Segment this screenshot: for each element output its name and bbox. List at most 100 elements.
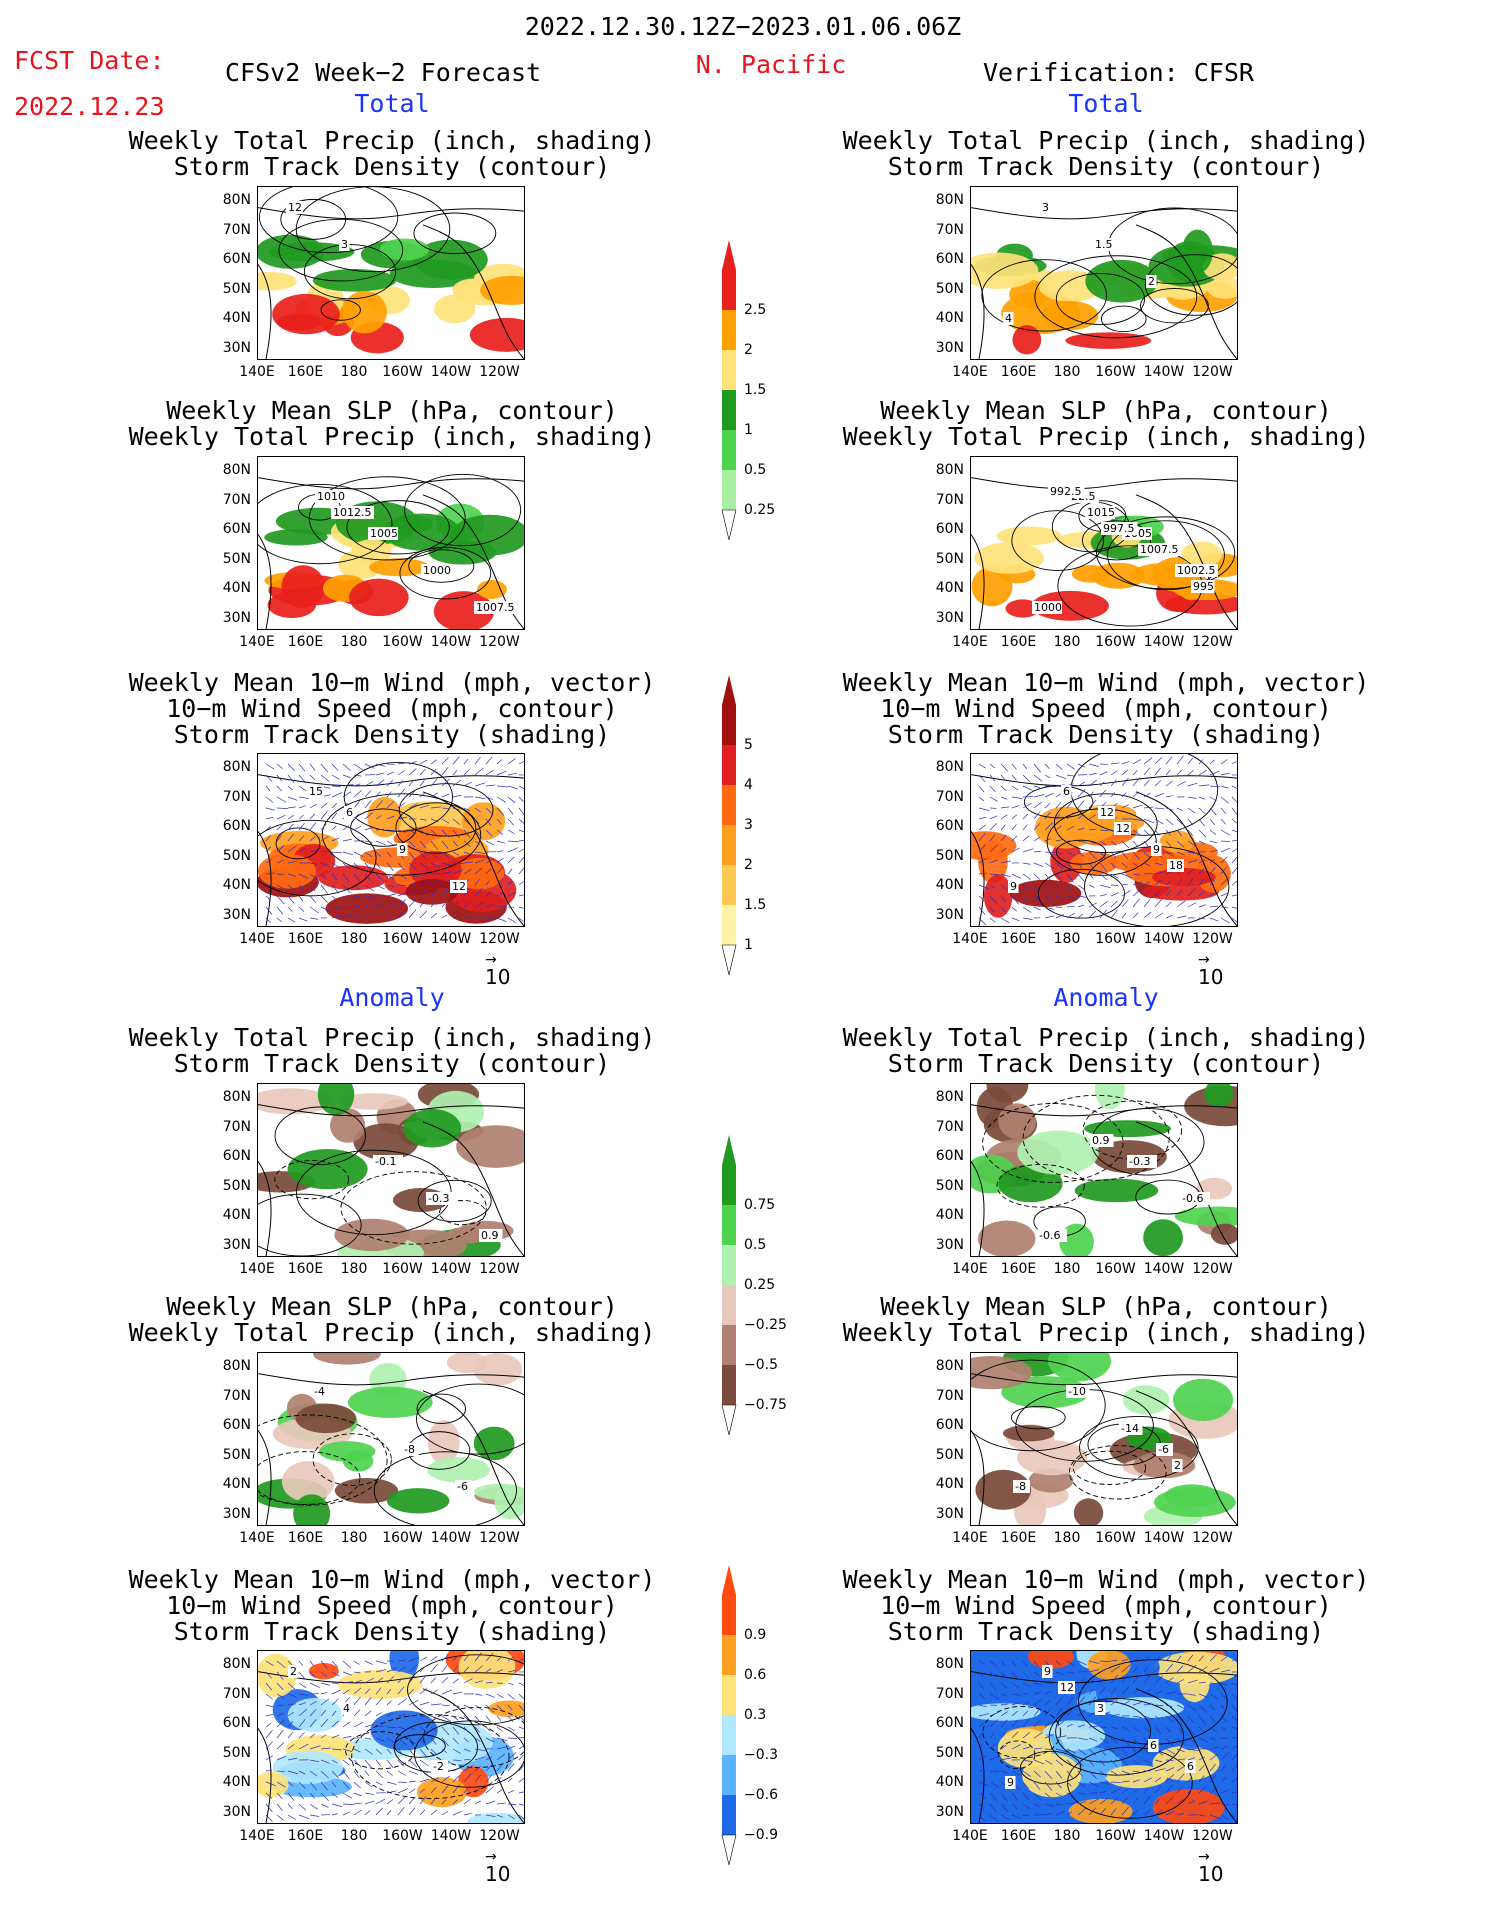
colorbar-tick-label: −0.3 <box>744 1747 778 1763</box>
coastline <box>258 477 524 490</box>
wind-vector <box>342 791 352 798</box>
wind-vector <box>1110 1808 1117 1816</box>
wind-vector <box>1044 1720 1052 1728</box>
lat-tick-label: 80N <box>222 462 251 478</box>
wind-vector <box>1231 1715 1237 1721</box>
lat-tick-label: 70N <box>935 1118 964 1135</box>
colorbar-segment <box>722 865 736 905</box>
contour-label: 3 <box>1097 1702 1104 1715</box>
contour-line <box>1037 868 1125 919</box>
wind-vector <box>1220 893 1227 897</box>
wind-vector <box>265 825 272 831</box>
wind-vector <box>353 1709 361 1717</box>
wind-vector <box>978 1722 985 1728</box>
wind-vector <box>1033 774 1043 782</box>
wind-vector <box>496 1789 503 1794</box>
lat-tick-label: 60N <box>222 1417 251 1433</box>
wind-vector <box>419 768 426 776</box>
wind-vector <box>989 1770 1000 1773</box>
colorbar-tick-label: 1.5 <box>744 897 767 913</box>
wind-vector <box>375 1781 383 1786</box>
wind-vector <box>386 912 392 919</box>
wind-vector <box>978 774 986 783</box>
colorbar-tick-label: 0.5 <box>744 1237 767 1253</box>
colorbar-tick-label: 1 <box>744 422 753 438</box>
wind-vector <box>375 1725 385 1728</box>
coastline <box>422 1121 524 1256</box>
wind-vector <box>265 1671 272 1679</box>
wind-vector <box>474 878 481 886</box>
wind-vector <box>474 767 484 776</box>
wind-vector <box>353 851 364 857</box>
wind-vector <box>1044 1734 1054 1739</box>
wind-vector <box>474 1748 486 1752</box>
contour-label-bg <box>288 1665 299 1678</box>
wind-vector <box>989 1803 997 1812</box>
contour-label: 1015 <box>1087 506 1115 519</box>
wind-vector <box>1055 1792 1062 1797</box>
wind-vector <box>364 840 373 843</box>
shading-blob <box>405 879 458 905</box>
lat-tick-label: 30N <box>935 1505 964 1522</box>
wind-vector <box>298 1792 305 1800</box>
colorbar-bottom-arrow <box>721 1404 737 1436</box>
wind-vector <box>441 1704 450 1707</box>
wind-vector <box>1209 1746 1220 1750</box>
wind-vector <box>463 1812 472 1816</box>
wind-vector <box>1143 1788 1149 1794</box>
wind-vector <box>1220 1745 1229 1750</box>
lat-tick-label: 70N <box>222 1387 251 1404</box>
lon-tick-label: 140W <box>430 634 472 650</box>
wind-vector <box>1198 1681 1207 1684</box>
wind-vector <box>1066 774 1076 777</box>
wind-vector <box>397 910 405 919</box>
wind-vector <box>1121 777 1129 787</box>
coastline <box>258 534 272 629</box>
wind-vector <box>1220 1669 1231 1673</box>
wind-vector <box>320 810 328 820</box>
wind-vector <box>1176 1766 1185 1772</box>
wind-vector <box>331 763 339 771</box>
lon-tick-label: 160W <box>382 931 423 947</box>
coastline <box>422 1688 524 1823</box>
vector-reference: → 10 <box>485 1850 510 1886</box>
wind-vector <box>485 829 493 837</box>
shading-blob <box>1152 1789 1225 1823</box>
wind-vector <box>1198 829 1207 838</box>
shading-blob <box>416 1777 467 1808</box>
contour-line <box>414 1720 524 1788</box>
lon-tick-label: 140W <box>430 931 472 947</box>
wind-vector <box>342 838 353 842</box>
lon-tick-label: 160E <box>287 364 324 380</box>
wind-vector <box>1077 827 1085 831</box>
wind-vector <box>441 879 449 886</box>
wind-vector <box>1033 1732 1043 1739</box>
contour-line <box>1095 516 1236 590</box>
shading-blob <box>413 239 488 280</box>
wind-vector <box>1033 823 1040 831</box>
wind-vector <box>1088 884 1095 888</box>
wind-vector <box>452 1665 459 1673</box>
wind-vector <box>1154 829 1161 836</box>
wind-vector <box>1033 1708 1041 1717</box>
shading-blob <box>1179 1665 1210 1703</box>
wind-vector <box>419 1748 427 1757</box>
shading-blob <box>433 591 495 629</box>
lon-tick-label: 180 <box>1053 1828 1081 1844</box>
wind-vector <box>287 873 297 877</box>
wind-vector <box>496 770 507 776</box>
wind-vector <box>1000 1693 1008 1697</box>
lat-tick-label: 60N <box>935 818 964 834</box>
wind-vector <box>1099 829 1109 832</box>
wind-vector <box>1033 1792 1042 1801</box>
lon-tick-label: 140W <box>1143 364 1185 380</box>
wind-vector <box>496 1669 503 1673</box>
wind-vector <box>287 1757 298 1761</box>
wind-vector <box>1011 824 1017 831</box>
contour-line <box>1034 255 1198 339</box>
wind-vector <box>1022 1710 1029 1717</box>
wind-vector <box>507 758 516 765</box>
wind-vector <box>989 1719 998 1728</box>
wind-vector <box>1022 824 1028 831</box>
lat-tick-label: 80N <box>935 759 964 775</box>
